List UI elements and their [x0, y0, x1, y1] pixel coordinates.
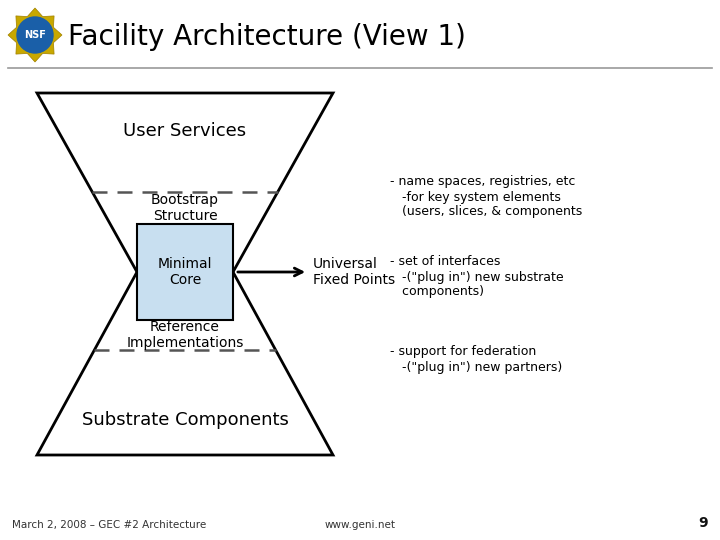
- Circle shape: [17, 17, 53, 53]
- FancyArrowPatch shape: [238, 268, 302, 276]
- Text: components): components): [390, 285, 484, 298]
- Text: Universal
Fixed Points: Universal Fixed Points: [313, 257, 395, 287]
- Text: Bootstrap
Structure: Bootstrap Structure: [151, 193, 219, 223]
- Text: Facility Architecture (View 1): Facility Architecture (View 1): [68, 23, 466, 51]
- Polygon shape: [37, 272, 333, 455]
- Text: -("plug in") new partners): -("plug in") new partners): [390, 361, 562, 374]
- Polygon shape: [8, 8, 62, 62]
- Text: - set of interfaces: - set of interfaces: [390, 255, 500, 268]
- Text: March 2, 2008 – GEC #2 Architecture: March 2, 2008 – GEC #2 Architecture: [12, 520, 206, 530]
- Text: Minimal
Core: Minimal Core: [158, 257, 212, 287]
- Text: Reference
Implementations: Reference Implementations: [126, 320, 243, 350]
- Text: 9: 9: [698, 516, 708, 530]
- Text: www.geni.net: www.geni.net: [325, 520, 395, 530]
- Text: - name spaces, registries, etc: - name spaces, registries, etc: [390, 175, 575, 188]
- Text: -("plug in") new substrate: -("plug in") new substrate: [390, 271, 564, 284]
- Text: - support for federation: - support for federation: [390, 345, 536, 358]
- Bar: [137, 224, 233, 320]
- Text: Substrate Components: Substrate Components: [81, 411, 289, 429]
- Text: User Services: User Services: [123, 122, 246, 140]
- Text: (users, slices, & components: (users, slices, & components: [390, 205, 582, 218]
- Text: -for key system elements: -for key system elements: [390, 191, 561, 204]
- Text: NSF: NSF: [24, 30, 46, 40]
- Polygon shape: [37, 93, 333, 272]
